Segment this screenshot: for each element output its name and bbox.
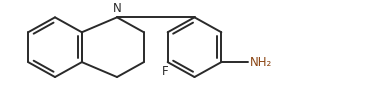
Text: F: F: [162, 65, 169, 78]
Text: N: N: [113, 2, 121, 15]
Text: NH₂: NH₂: [250, 56, 272, 69]
